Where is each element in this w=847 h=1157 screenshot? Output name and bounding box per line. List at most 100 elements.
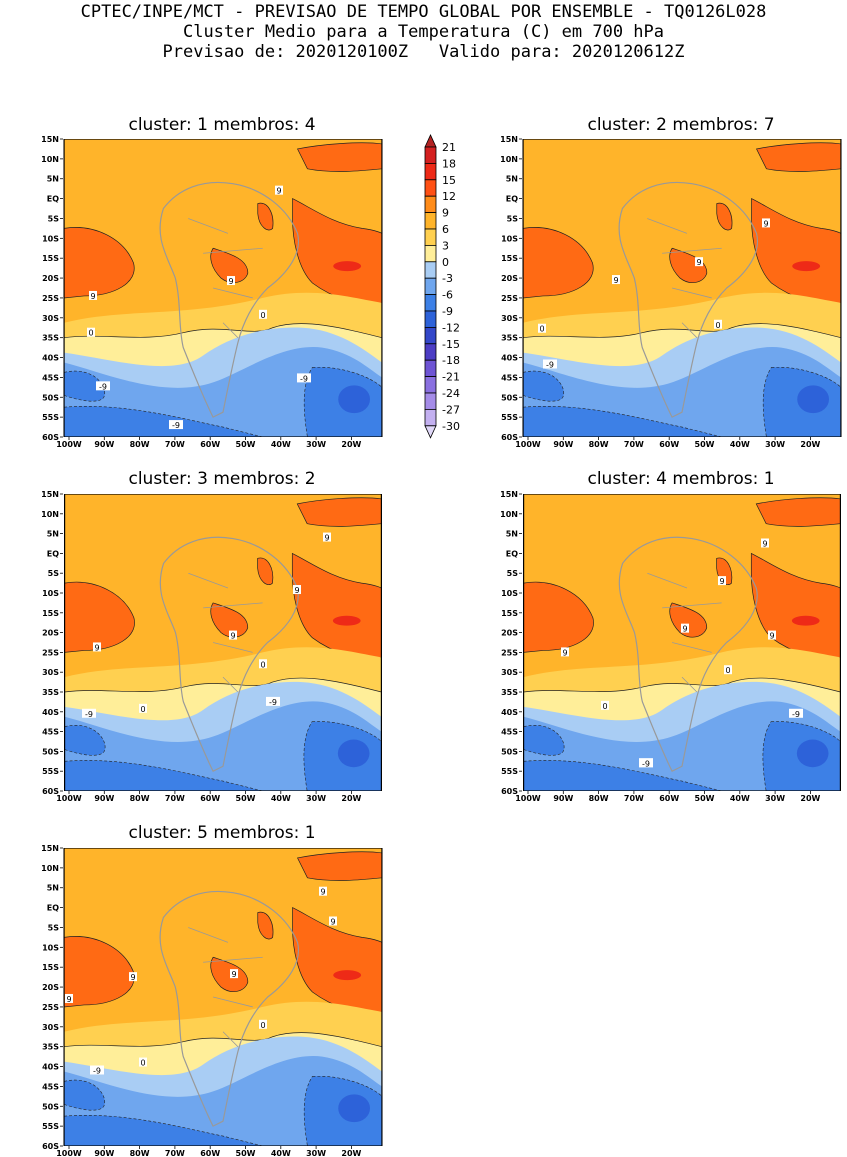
contour-label: 9 xyxy=(130,973,135,982)
cluster-panel-2: cluster: 2 membros: 7 15N 10N 5N EQ 5S 10S 15S 2… xyxy=(500,115,842,449)
lat-tick-label: 20S xyxy=(42,983,59,992)
colorbar-label: -3 xyxy=(442,272,453,285)
cluster-panel-1: cluster: 1 membros: 4 15N 10N 5N EQ 5S 10S 15S 2… xyxy=(41,115,383,449)
lat-tick-label: 10S xyxy=(42,943,59,952)
contour-label: 9 xyxy=(769,632,774,641)
lon-tick-label: 70W xyxy=(165,440,185,449)
contour-label-box xyxy=(227,276,235,286)
colorbar-label: 6 xyxy=(442,223,449,236)
lon-tick-label: 100W xyxy=(56,440,82,449)
contour-label-box xyxy=(639,758,653,768)
lon-tick-label: 80W xyxy=(130,794,150,803)
lon-tick-label: 70W xyxy=(624,440,644,449)
lat-tick-label: 10N xyxy=(41,510,59,519)
contour-label-box xyxy=(718,576,726,586)
contour-label-box xyxy=(90,1065,104,1075)
lat-tick-label: 50S xyxy=(42,1102,59,1111)
lon-tick-label: 60W xyxy=(200,440,220,449)
contour-label: -9 xyxy=(642,759,650,768)
contour-label: 0 xyxy=(260,311,265,320)
lon-tick-label: 80W xyxy=(589,794,609,803)
lon-tick-label: 60W xyxy=(659,440,679,449)
lon-tick-label: 50W xyxy=(695,440,715,449)
lat-tick-label: 40S xyxy=(42,354,59,363)
cluster-title: cluster: 3 membros: 2 xyxy=(128,469,315,489)
lon-tick-label: 50W xyxy=(236,794,256,803)
contour-label-box xyxy=(768,630,776,640)
colorbar-swatch xyxy=(424,376,437,394)
colorbar-label: -18 xyxy=(442,354,460,367)
contour-label-box xyxy=(96,381,110,391)
lon-tick-label: 20W xyxy=(341,794,361,803)
contour-label-box xyxy=(561,647,569,657)
contour-label: 0 xyxy=(260,660,265,669)
colorbar: 21 18 15 12 9 6 3 0 -3 -6 -9 -12 -15 -18 -21 -24 -27 -30 xyxy=(424,134,460,439)
contour-label-box xyxy=(724,665,732,675)
lat-tick-label: 15S xyxy=(501,254,518,263)
contour-label: 9 xyxy=(66,995,71,1004)
colorbar-label: 18 xyxy=(442,157,456,170)
lat-tick-label: 60S xyxy=(42,1142,59,1151)
lat-tick-label: 50S xyxy=(42,393,59,402)
lon-tick-label: 90W xyxy=(94,440,114,449)
lon-tick-label: 100W xyxy=(515,440,541,449)
contour-label: 0 xyxy=(140,1059,145,1068)
lon-tick-label: 70W xyxy=(165,794,185,803)
temperature-map xyxy=(522,139,842,437)
contour-label-box xyxy=(293,585,301,595)
lat-tick-label: 5S xyxy=(507,569,519,578)
lat-tick-label: 45S xyxy=(42,1082,59,1091)
lon-tick-label: 70W xyxy=(624,794,644,803)
contour-label-box xyxy=(695,257,703,267)
colorbar-swatch xyxy=(424,392,437,410)
contour-label-box xyxy=(139,1057,147,1067)
contour-label: 9 xyxy=(230,632,235,641)
colorbar-bottom-arrow xyxy=(424,425,437,439)
lat-tick-label: 50S xyxy=(501,747,518,756)
lat-tick-label: 10S xyxy=(42,234,59,243)
contour-label: 0 xyxy=(260,1021,265,1030)
contour-label: 0 xyxy=(539,325,544,334)
lat-tick-label: 15N xyxy=(41,844,59,853)
contour-label: 9 xyxy=(682,625,687,634)
lat-tick-label: 25S xyxy=(501,294,518,303)
header-line-3: Previsao de: 2020120100Z Valido para: 20… xyxy=(162,42,685,62)
lon-tick-label: 50W xyxy=(236,440,256,449)
colorbar-label: 3 xyxy=(442,239,449,252)
lat-tick-label: 25S xyxy=(42,1003,59,1012)
lat-tick-label: 10N xyxy=(500,155,518,164)
temperature-map xyxy=(63,848,383,1146)
lat-tick-label: 35S xyxy=(501,334,518,343)
lat-tick-label: 60S xyxy=(501,787,518,796)
lat-tick-label: 30S xyxy=(42,668,59,677)
lon-tick-label: 20W xyxy=(800,794,820,803)
lat-tick-label: 5S xyxy=(48,214,60,223)
colorbar-label: -9 xyxy=(442,305,453,318)
lon-tick-label: 60W xyxy=(200,1149,220,1157)
contour-label: 9 xyxy=(228,277,233,286)
lat-tick-label: 60S xyxy=(42,433,59,442)
lat-tick-label: 15S xyxy=(42,963,59,972)
lat-tick-label: 35S xyxy=(42,334,59,343)
colorbar-label: -6 xyxy=(442,289,453,302)
contour-label: 0 xyxy=(602,702,607,711)
contour-label: -9 xyxy=(85,710,93,719)
lat-tick-label: EQ xyxy=(47,549,59,558)
colorbar-swatch xyxy=(424,195,437,213)
contour-label-box xyxy=(601,700,609,710)
cluster-panel-5: cluster: 5 membros: 1 15N 10N 5N EQ 5S 10S 15S 2… xyxy=(41,823,383,1157)
colorbar-swatch xyxy=(424,343,437,361)
lat-tick-label: 55S xyxy=(42,413,59,422)
lat-tick-label: 10N xyxy=(500,510,518,519)
lon-tick-label: 30W xyxy=(306,794,326,803)
lat-tick-label: 20S xyxy=(501,629,518,638)
cluster-title: cluster: 1 membros: 4 xyxy=(128,115,315,135)
contour-label: 9 xyxy=(330,918,335,927)
lat-tick-label: 15N xyxy=(500,135,518,144)
lon-tick-label: 20W xyxy=(800,440,820,449)
contour-label: -9 xyxy=(93,1067,101,1076)
lat-tick-label: 20S xyxy=(501,274,518,283)
colorbar-swatch xyxy=(424,146,437,164)
lat-tick-label: 5N xyxy=(47,530,59,539)
lat-tick-label: EQ xyxy=(506,195,518,204)
